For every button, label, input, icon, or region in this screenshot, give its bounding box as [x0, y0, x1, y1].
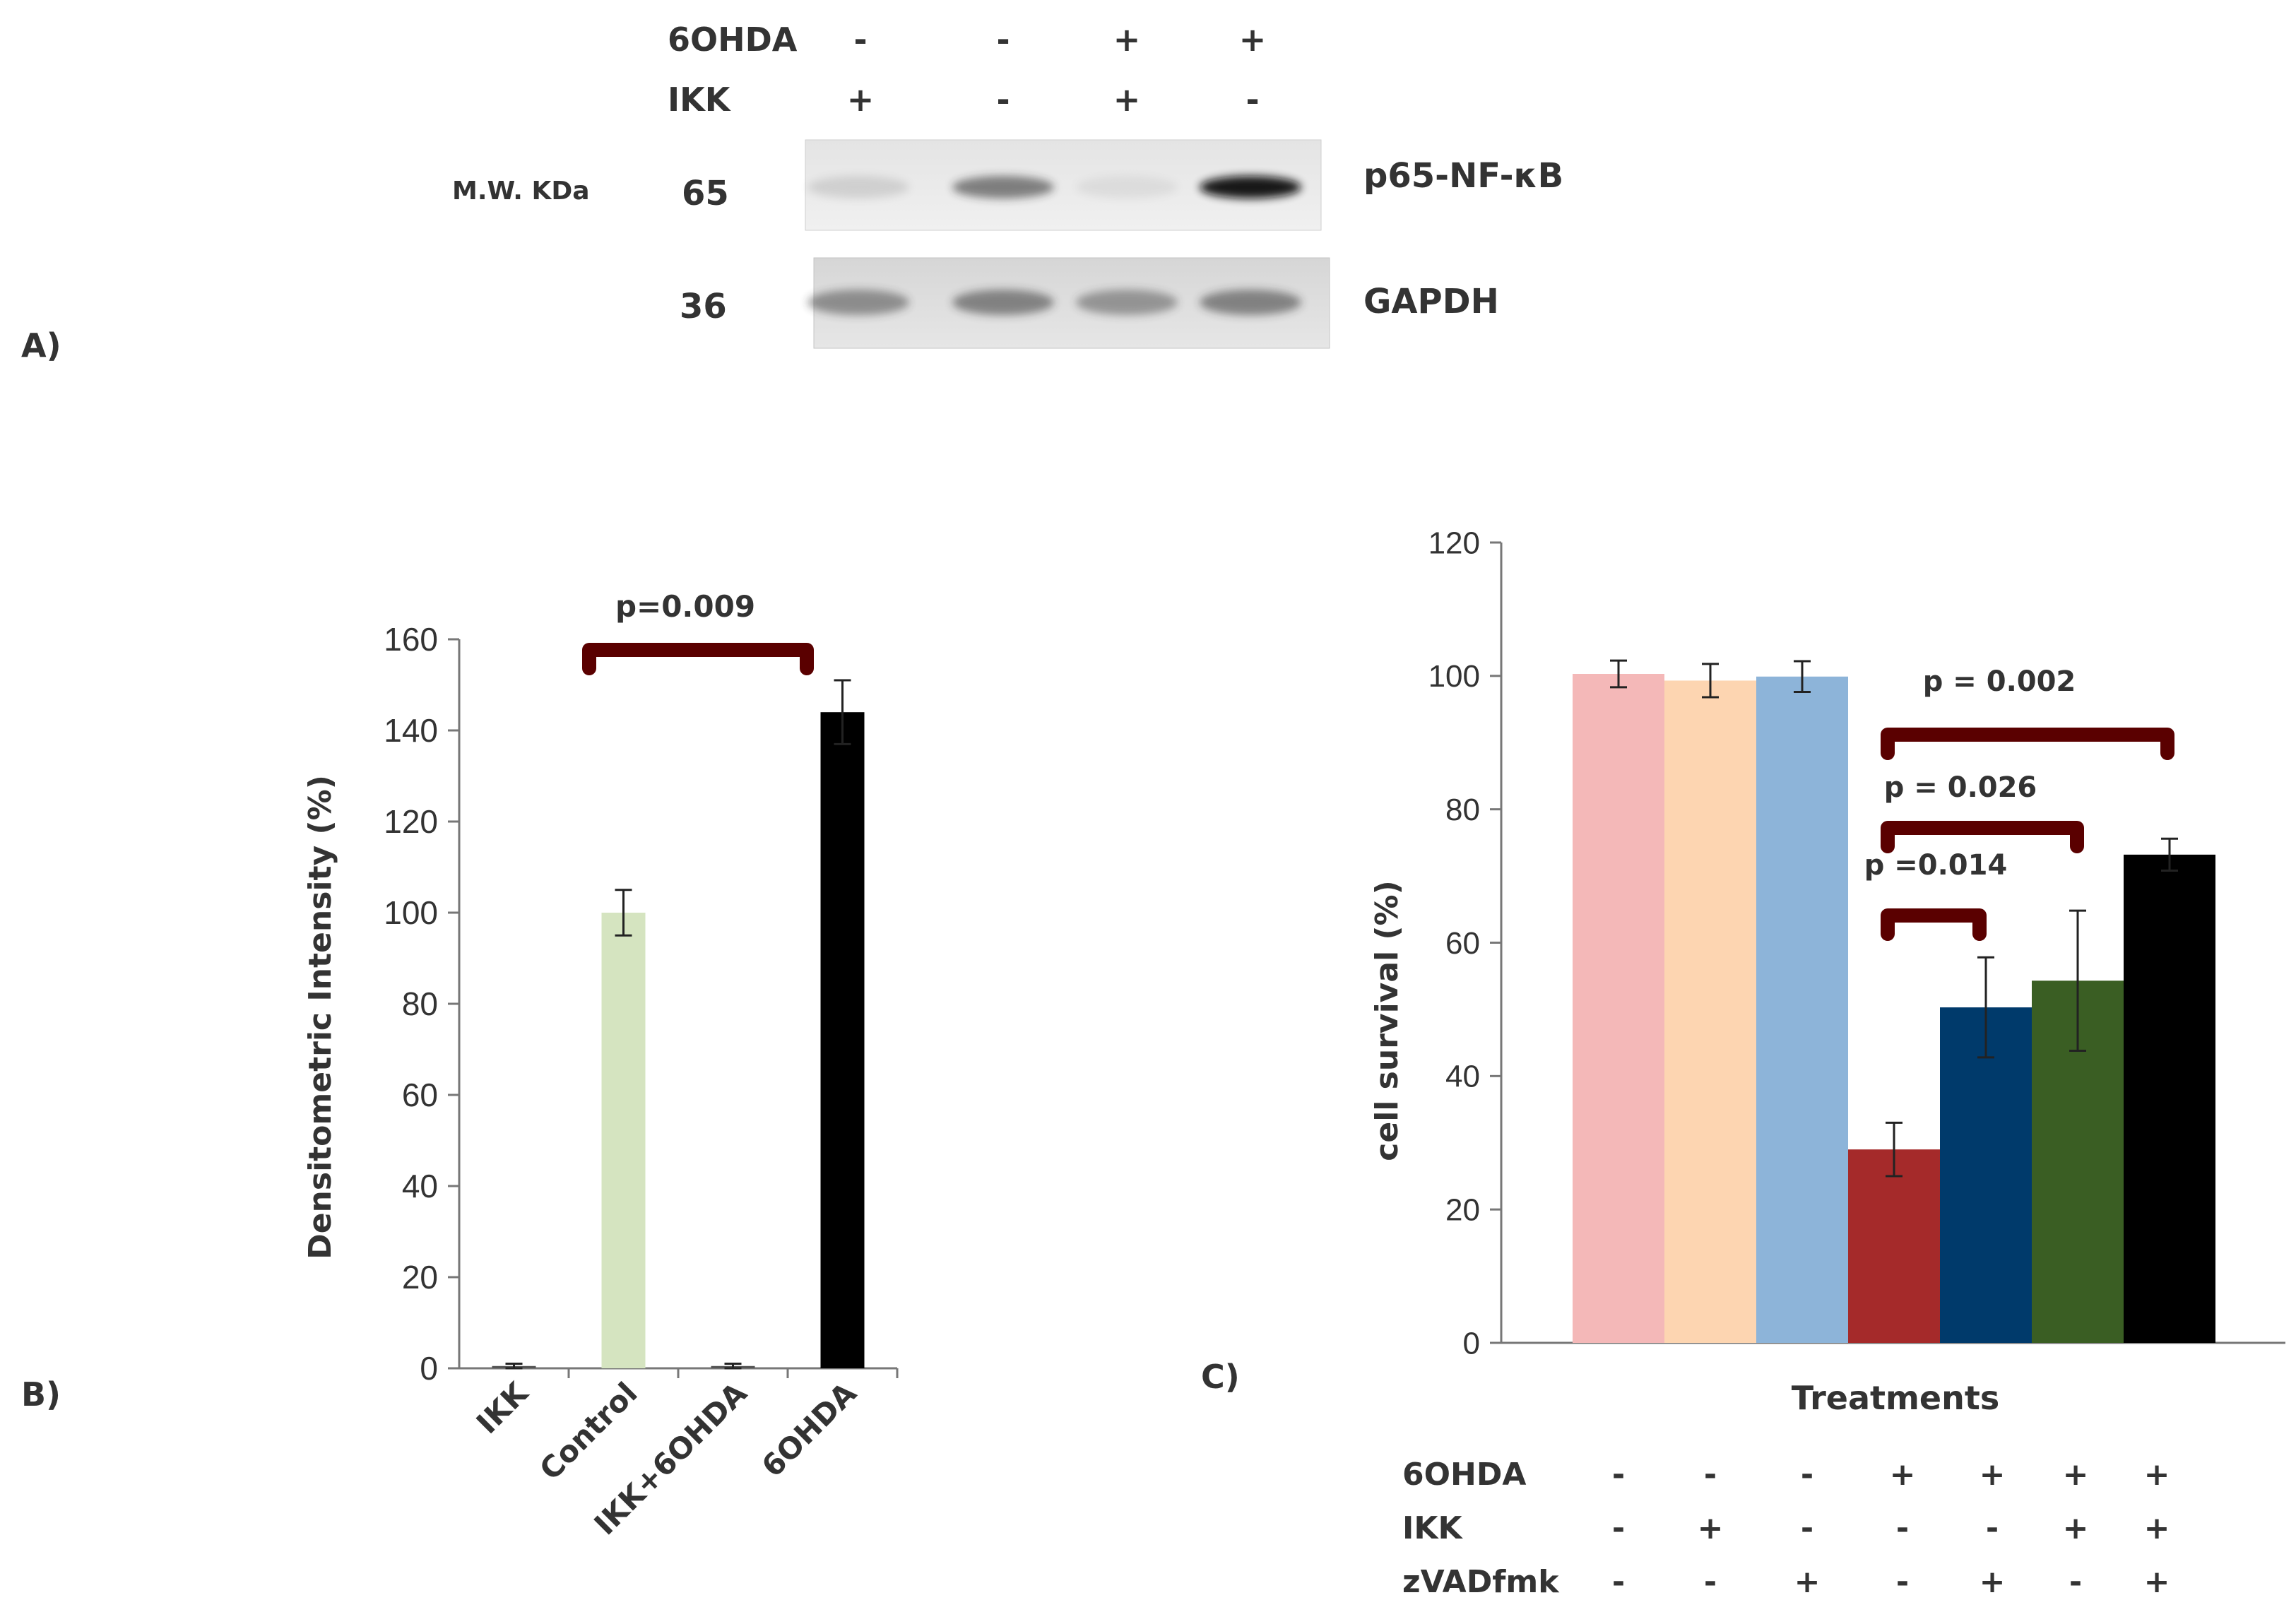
blot-row-label-ikk: IKK — [668, 81, 732, 119]
b-y-tick-label: 140 — [384, 712, 438, 749]
b-y-tick-label: 160 — [384, 621, 438, 658]
c-bar-1 — [1573, 674, 1664, 1343]
b-y-tick-label: 20 — [402, 1259, 438, 1296]
treatment-sign-r1-c4: - — [1986, 1510, 1999, 1546]
treatment-sign-r2-c4: + — [1980, 1564, 2006, 1600]
blot-sign-r1-c1: - — [996, 81, 1010, 119]
treatment-sign-grid: - - - + + + + - + - - - + + - - + - + - + — [1612, 1457, 2170, 1600]
treatment-sign-r2-c3: - — [1896, 1564, 1909, 1600]
treatment-sign-r0-c1: - — [1704, 1457, 1717, 1493]
b-y-tick-label: 40 — [402, 1168, 438, 1204]
b-significance-bracket — [582, 643, 814, 675]
treatment-sign-r2-c5: - — [2069, 1564, 2082, 1600]
panel-c-chart: 0 20 40 60 80 100 120 — [1428, 526, 2285, 1361]
treatment-sign-r0-c5: + — [2063, 1457, 2089, 1493]
treatment-sign-r1-c5: + — [2063, 1510, 2089, 1546]
c-y-tick-label: 0 — [1463, 1326, 1480, 1361]
b-x-tick-label: 6OHDA — [755, 1375, 863, 1483]
panel-c-x-axis-label: Treatments — [1792, 1379, 2000, 1417]
mw-label: M.W. KDa — [452, 177, 590, 206]
treatment-sign-r1-c6: + — [2144, 1510, 2170, 1546]
c-y-tick-label: 80 — [1445, 793, 1480, 827]
c-y-tick-label: 100 — [1428, 659, 1480, 694]
c-bracket-002 — [1881, 728, 2174, 760]
blot-sign-r0-c0: - — [853, 20, 867, 59]
gapdh-bands-band-2 — [1076, 290, 1178, 315]
gapdh-bands — [807, 290, 1301, 315]
c-y-tick-label: 120 — [1428, 526, 1480, 560]
c-bracket-026 — [1881, 821, 2084, 853]
gapdh-bands-band-1 — [952, 290, 1054, 315]
b-bar-control — [601, 913, 646, 1368]
c-bar-2 — [1664, 680, 1756, 1343]
treatment-sign-r1-c2: - — [1801, 1510, 1813, 1546]
blot-sign-r1-c3: - — [1245, 81, 1259, 119]
pvalue-026: p = 0.026 — [1884, 771, 2037, 804]
treatment-sign-r1-c3: - — [1896, 1510, 1909, 1546]
gapdh-bands-band-0 — [807, 290, 909, 315]
b-y-tick-label: 100 — [384, 894, 438, 931]
treatment-sign-r1-c0: - — [1612, 1510, 1625, 1546]
c-y-tick-label: 20 — [1445, 1193, 1480, 1228]
panel-b-label: B) — [21, 1375, 61, 1413]
p65-mw: 65 — [682, 174, 729, 213]
treatment-sign-r2-c6: + — [2144, 1564, 2170, 1600]
treatment-sign-r0-c0: - — [1612, 1457, 1625, 1493]
b-x-tick-label: Control — [533, 1375, 644, 1486]
panel-b-y-axis-label: Densitometric Intensity (%) — [302, 775, 338, 1260]
panel-c-y-axis-label: cell survival (%) — [1369, 880, 1405, 1161]
c-bar-3 — [1756, 676, 1848, 1343]
gapdh-bands-band-3 — [1200, 290, 1301, 315]
panel-c-label: C) — [1201, 1358, 1240, 1396]
b-x-tick-label: IKK — [470, 1375, 535, 1440]
p65-bands-band-2 — [1076, 176, 1178, 198]
blot-sign-r0-c3: + — [1239, 20, 1267, 59]
c-y-tick-label: 40 — [1445, 1060, 1480, 1094]
b-y-tick-label: 60 — [402, 1077, 438, 1113]
treatment-sign-r0-c3: + — [1890, 1457, 1916, 1493]
p65-bands — [807, 176, 1301, 198]
pvalue-002: p = 0.002 — [1923, 665, 2076, 698]
panel-a: A) M.W. KDa 6OHDA IKK - - + + + - + - 65 p65-NF… — [21, 20, 1563, 364]
blot-sign-grid: - - + + + - + - — [847, 20, 1267, 119]
blot-sign-r0-c1: - — [996, 20, 1010, 59]
c-bar-7 — [2124, 854, 2215, 1343]
gapdh-label: GAPDH — [1363, 282, 1499, 321]
treatment-row-label-6ohda: 6OHDA — [1402, 1457, 1526, 1493]
c-bracket-014 — [1881, 908, 1987, 941]
c-bar-4 — [1848, 1149, 1940, 1343]
treatment-row-label-ikk: IKK — [1402, 1510, 1463, 1546]
blot-sign-r0-c2: + — [1113, 20, 1141, 59]
panel-c: C) 0 20 40 60 80 100 120 cell survival (%) Tre… — [1201, 526, 2285, 1600]
treatment-sign-r2-c2: + — [1794, 1564, 1821, 1600]
treatment-sign-r0-c2: - — [1801, 1457, 1813, 1493]
treatment-sign-r0-c6: + — [2144, 1457, 2170, 1493]
b-bar-6ohda — [820, 712, 865, 1368]
treatment-row-label-zvadfmk: zVADfmk — [1402, 1564, 1560, 1600]
p65-bands-band-0 — [807, 176, 909, 198]
b-y-tick-label: 0 — [420, 1350, 438, 1387]
treatment-sign-r0-c4: + — [1980, 1457, 2006, 1493]
c-y-tick-label: 60 — [1445, 926, 1480, 961]
panel-b-chart: 020406080100120140160IKKControlIKK+6OHDA… — [384, 621, 899, 1541]
b-y-tick-label: 120 — [384, 803, 438, 840]
blot-row-label-6ohda: 6OHDA — [668, 20, 798, 59]
p65-bands-band-1 — [952, 176, 1054, 198]
c-bar-5 — [1940, 1007, 2032, 1343]
panel-b: B) 020406080100120140160IKKControlIKK+6O… — [21, 589, 899, 1541]
gapdh-mw: 36 — [680, 287, 727, 326]
b-y-tick-label: 80 — [402, 985, 438, 1022]
p65-bands-band-3 — [1200, 176, 1301, 198]
pvalue-014: p =0.014 — [1864, 849, 2008, 882]
treatment-sign-r2-c0: - — [1612, 1564, 1625, 1600]
blot-sign-r1-c0: + — [847, 81, 875, 119]
treatment-sign-r2-c1: - — [1704, 1564, 1717, 1600]
panel-b-pvalue: p=0.009 — [615, 589, 755, 624]
blot-sign-r1-c2: + — [1113, 81, 1141, 119]
panel-a-label: A) — [21, 326, 61, 364]
p65-label: p65-NF-κB — [1363, 156, 1563, 196]
treatment-sign-r1-c1: + — [1698, 1510, 1724, 1546]
